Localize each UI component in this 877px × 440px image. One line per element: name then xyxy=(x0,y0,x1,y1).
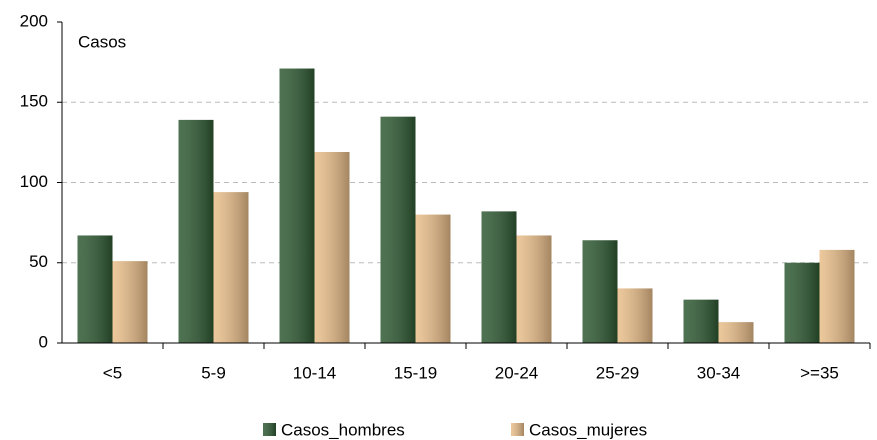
bar-shade xyxy=(718,322,754,343)
bar-shade xyxy=(112,261,148,343)
bar-shade xyxy=(617,288,653,343)
x-tick-label: 25-29 xyxy=(596,363,639,382)
bar-shade xyxy=(784,262,820,343)
y-tick-label: 100 xyxy=(20,172,48,191)
legend-swatch-shade xyxy=(511,423,524,436)
bar-shade xyxy=(77,235,113,343)
bar-shade xyxy=(380,116,416,343)
x-tick-label: >=35 xyxy=(800,363,839,382)
bar-shade xyxy=(178,119,214,343)
bar-shade xyxy=(213,192,249,343)
bar-shade xyxy=(279,68,315,344)
bar-shade xyxy=(683,299,719,343)
y-tick-label: 0 xyxy=(39,332,48,351)
legend-label: Casos_hombres xyxy=(281,420,405,439)
bar-shade xyxy=(415,214,451,343)
x-tick-label: 10-14 xyxy=(293,363,336,382)
x-tick-label: 15-19 xyxy=(394,363,437,382)
bar-shade xyxy=(582,240,618,343)
x-tick-label: <5 xyxy=(103,363,122,382)
legend-swatch-shade xyxy=(263,423,276,436)
y-axis-label: Casos xyxy=(78,32,126,51)
y-tick-label: 50 xyxy=(29,252,48,271)
legend-label: Casos_mujeres xyxy=(529,420,647,439)
bar-shade xyxy=(516,235,552,343)
y-tick-label: 150 xyxy=(20,92,48,111)
x-tick-label: 5-9 xyxy=(201,363,226,382)
bar-shade xyxy=(819,249,855,343)
bar-shade xyxy=(481,211,517,343)
x-tick-label: 20-24 xyxy=(495,363,538,382)
bar-shade xyxy=(314,152,350,343)
y-tick-label: 200 xyxy=(20,11,48,30)
x-tick-label: 30-34 xyxy=(697,363,740,382)
